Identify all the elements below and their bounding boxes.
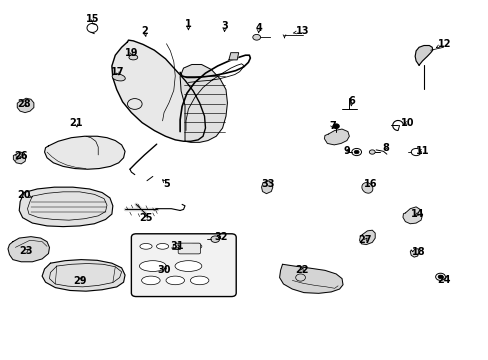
Polygon shape (17, 98, 34, 113)
Ellipse shape (190, 276, 208, 285)
Polygon shape (359, 230, 374, 244)
Text: 28: 28 (17, 99, 31, 109)
Polygon shape (112, 40, 205, 141)
Text: 15: 15 (85, 14, 99, 24)
Text: 2: 2 (141, 26, 147, 36)
Polygon shape (279, 264, 342, 293)
Text: 23: 23 (19, 246, 33, 256)
Text: 32: 32 (214, 232, 227, 242)
Polygon shape (180, 64, 227, 142)
Text: 25: 25 (139, 213, 152, 222)
Ellipse shape (142, 276, 160, 285)
Circle shape (351, 148, 361, 156)
Ellipse shape (156, 243, 168, 249)
Polygon shape (402, 207, 422, 224)
Polygon shape (261, 181, 272, 194)
Text: 4: 4 (255, 23, 262, 33)
Circle shape (210, 236, 219, 242)
Circle shape (353, 150, 358, 154)
Polygon shape (42, 260, 125, 291)
Ellipse shape (165, 276, 184, 285)
Polygon shape (8, 237, 49, 262)
Polygon shape (13, 152, 26, 164)
Text: 18: 18 (411, 247, 425, 257)
Ellipse shape (173, 243, 185, 249)
Text: 20: 20 (17, 190, 31, 200)
Polygon shape (324, 129, 348, 145)
FancyBboxPatch shape (178, 243, 200, 254)
Text: 5: 5 (163, 179, 169, 189)
Circle shape (332, 124, 338, 129)
Text: 11: 11 (415, 145, 428, 156)
Text: 10: 10 (400, 118, 414, 128)
Text: 29: 29 (73, 276, 86, 286)
Polygon shape (409, 249, 418, 257)
Text: 33: 33 (261, 179, 274, 189)
Text: 31: 31 (170, 241, 183, 251)
Text: 8: 8 (382, 143, 388, 153)
Ellipse shape (112, 74, 125, 81)
Text: 26: 26 (14, 150, 28, 161)
Text: 9: 9 (343, 145, 349, 156)
Text: 27: 27 (358, 235, 371, 245)
Ellipse shape (140, 243, 152, 249)
Polygon shape (414, 45, 432, 65)
Text: 7: 7 (328, 121, 335, 131)
Ellipse shape (175, 261, 202, 271)
Text: 16: 16 (363, 179, 376, 189)
Ellipse shape (139, 261, 166, 271)
Text: 13: 13 (296, 26, 309, 36)
Polygon shape (19, 187, 113, 226)
Text: 24: 24 (437, 275, 450, 285)
Text: 17: 17 (111, 67, 124, 77)
Ellipse shape (361, 183, 372, 193)
FancyBboxPatch shape (131, 234, 236, 297)
Text: 1: 1 (184, 19, 191, 29)
Polygon shape (228, 53, 238, 60)
Text: 19: 19 (124, 48, 138, 58)
Text: 14: 14 (410, 209, 424, 219)
Text: 22: 22 (295, 265, 308, 275)
Text: 12: 12 (437, 39, 450, 49)
Circle shape (437, 275, 442, 279)
Polygon shape (44, 136, 125, 169)
Ellipse shape (189, 243, 202, 249)
Text: 3: 3 (221, 21, 228, 31)
Text: 30: 30 (157, 265, 170, 275)
Text: 21: 21 (69, 118, 83, 128)
Ellipse shape (129, 55, 138, 60)
Circle shape (368, 150, 374, 154)
Circle shape (252, 35, 260, 40)
Text: 6: 6 (347, 96, 354, 106)
